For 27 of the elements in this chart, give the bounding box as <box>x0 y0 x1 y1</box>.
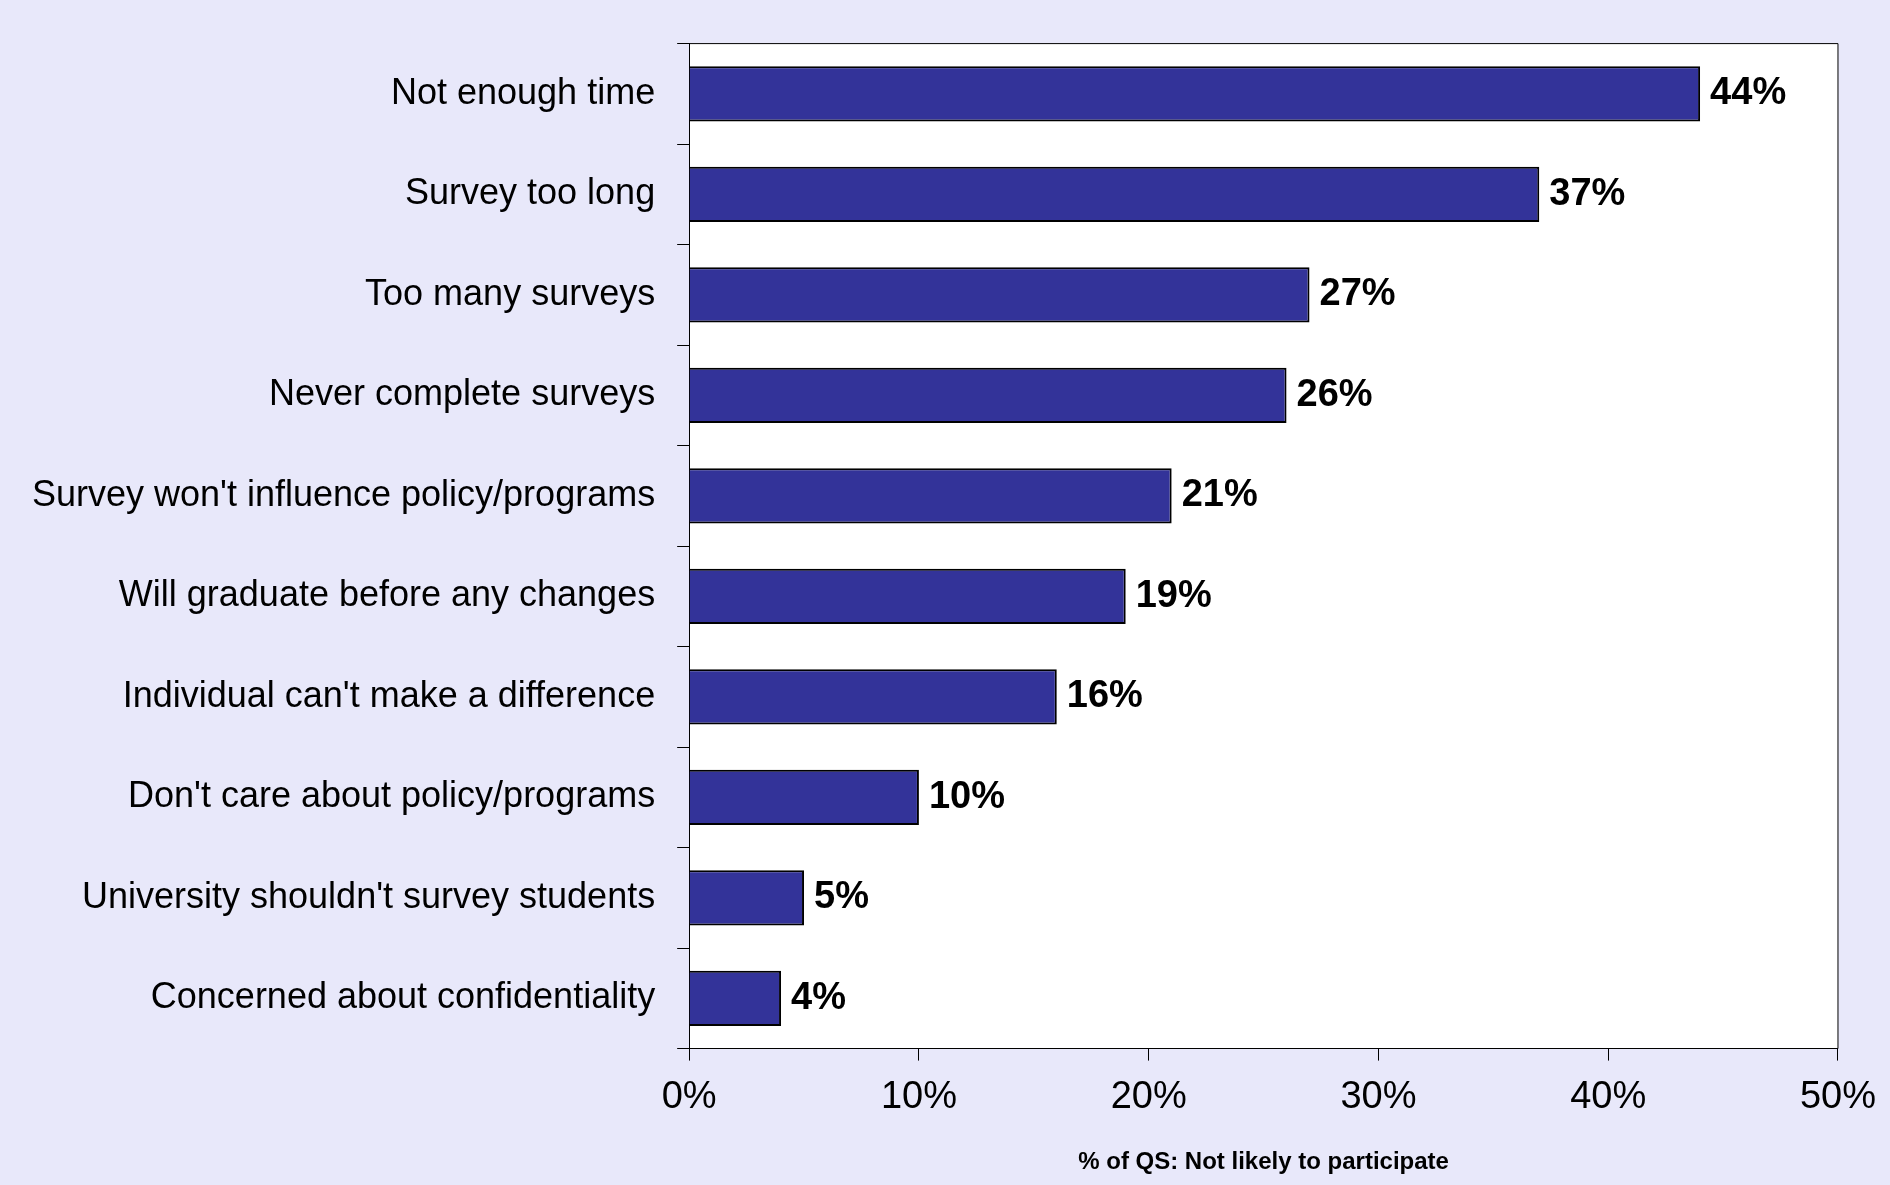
data-label: 5% <box>814 874 869 917</box>
data-label: 10% <box>928 773 1005 816</box>
x-tick-label: 50% <box>1799 1073 1876 1116</box>
y-tick-label: Survey too long <box>405 171 656 213</box>
data-label: 44% <box>1710 70 1787 113</box>
y-tick-label: Will graduate before any changes <box>118 573 656 615</box>
data-label: 21% <box>1181 472 1258 515</box>
y-tick-label: Concerned about confidentiality <box>150 975 656 1017</box>
y-tick-label: Survey won't influence policy/programs <box>31 472 656 514</box>
y-tick-label: University shouldn't survey students <box>82 874 656 916</box>
x-tick-label: 20% <box>1110 1073 1187 1116</box>
y-tick-label: Individual can't make a difference <box>122 673 656 715</box>
y-tick-label: Never complete surveys <box>269 372 656 414</box>
data-label: 16% <box>1066 673 1143 716</box>
data-label: 19% <box>1135 572 1212 615</box>
data-label: 27% <box>1319 271 1396 314</box>
x-tick-label: 0% <box>661 1073 717 1116</box>
y-tick-label: Too many surveys <box>365 271 656 313</box>
y-tick-label: Not enough time <box>390 70 656 112</box>
x-tick-label: 10% <box>880 1073 957 1116</box>
x-tick-label: 40% <box>1570 1073 1647 1116</box>
data-label: 37% <box>1549 170 1626 213</box>
y-tick-label: Don't care about policy/programs <box>128 774 656 816</box>
data-label: 4% <box>791 974 846 1017</box>
x-axis-title: % of QS: Not likely to participate <box>1078 1147 1449 1175</box>
x-tick-label: 30% <box>1340 1073 1417 1116</box>
data-label: 26% <box>1296 371 1373 414</box>
